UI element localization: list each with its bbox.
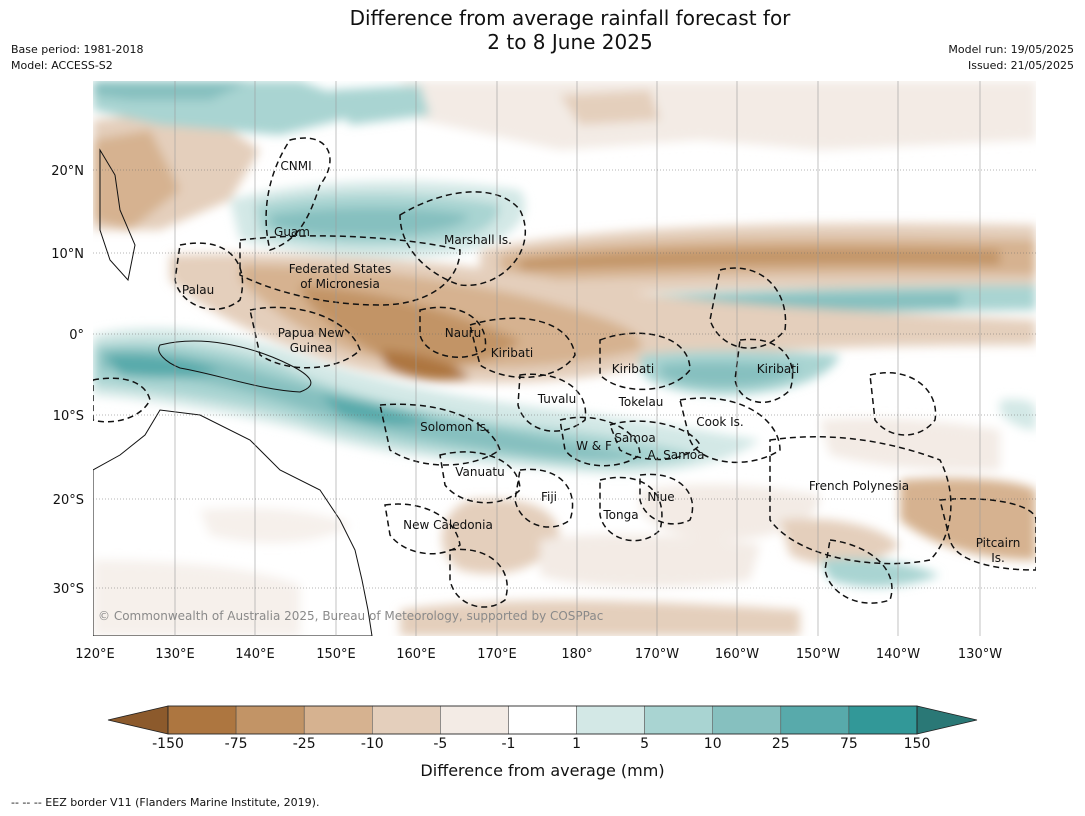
colorbar-tick-label: -1 <box>501 736 516 752</box>
colorbar-tick-label: -75 <box>224 736 248 752</box>
latitude-tick-label: 0° <box>69 328 84 343</box>
title-line-2: 2 to 8 June 2025 <box>487 30 653 54</box>
longitude-tick-label: 170°E <box>477 647 517 662</box>
base-period: Base period: 1981-2018 <box>11 43 144 56</box>
place-label: of Micronesia <box>300 277 380 291</box>
colorbar-tick-label: 75 <box>839 736 858 752</box>
map-title: Difference from average rainfall forecas… <box>0 6 1085 54</box>
place-label: Nauru <box>445 326 481 340</box>
latitude-tick-label: 10°N <box>51 247 84 262</box>
place-label: Kiribati <box>612 362 654 376</box>
philippines-coastline <box>99 148 136 282</box>
place-label: Vanuatu <box>455 465 505 479</box>
colorbar-tick-label: -25 <box>292 736 316 752</box>
colorbar-title: Difference from average (mm) <box>420 761 665 780</box>
longitude-tick-label: 130°E <box>155 647 195 662</box>
colorbar-bin <box>780 705 850 735</box>
issued-date: Issued: 21/05/2025 <box>967 59 1074 72</box>
longitude-tick-label: 180° <box>561 647 592 662</box>
colorbar-bin <box>508 705 577 735</box>
model-name: Model: ACCESS-S2 <box>11 59 113 72</box>
metadata-left: Base period: 1981-2018 Model: ACCESS-S2 <box>11 42 143 74</box>
colorbar-bin <box>576 705 645 735</box>
place-label: Cook Is. <box>696 415 743 429</box>
colorbar-tick-label: -150 <box>152 736 184 752</box>
australia-coastline <box>93 409 373 636</box>
place-label: Kiribati <box>491 346 533 360</box>
graticule <box>93 81 1036 636</box>
colorbar-tick-label: 1 <box>572 736 581 752</box>
longitude-tick-label: 120°E <box>75 647 115 662</box>
place-label: Kiribati <box>757 362 799 376</box>
colorbar-tick-label: 25 <box>771 736 790 752</box>
place-label: Pitcairn <box>976 536 1021 550</box>
latitude-tick-label: 20°N <box>51 164 84 179</box>
colorbar-min-extension <box>107 705 169 735</box>
longitude-tick-label: 160°W <box>715 647 759 662</box>
colorbar-tick-label: -10 <box>360 736 384 752</box>
metadata-right: Model run: 19/05/2025 Issued: 21/05/2025 <box>948 42 1074 74</box>
place-label: Tonga <box>602 508 638 522</box>
place-label: Solomon Is. <box>420 420 490 434</box>
latitude-tick-label: 10°S <box>53 409 84 424</box>
longitude-tick-label: 160°E <box>396 647 436 662</box>
place-label: Federated States <box>289 262 391 276</box>
latitude-tick-label: 30°S <box>53 582 84 597</box>
place-label: French Polynesia <box>809 479 909 493</box>
place-label: Fiji <box>541 490 557 504</box>
place-label: Palau <box>182 283 214 297</box>
colorbar-tick-label: 150 <box>903 736 931 752</box>
place-label: Niue <box>647 490 674 504</box>
longitude-labels: 120°E 130°E 140°E 150°E 160°E 170°E 180° 170°W 1… <box>75 647 1002 662</box>
anomaly-shading <box>93 81 1036 636</box>
colorbar-outline <box>167 705 918 735</box>
place-label: Marshall Is. <box>444 233 512 247</box>
eez-footnote: -- -- -- EEZ border V11 (Flanders Marine… <box>11 796 320 809</box>
colorbar-bin <box>372 705 441 735</box>
place-label: Tokelau <box>618 395 664 409</box>
colorbar-bin <box>440 705 509 735</box>
longitude-tick-label: 140°W <box>876 647 920 662</box>
colorbar-bin <box>167 705 237 735</box>
longitude-tick-label: 150°W <box>796 647 840 662</box>
title-line-1: Difference from average rainfall forecas… <box>349 6 791 30</box>
model-run: Model run: 19/05/2025 <box>948 43 1074 56</box>
copyright-notice: © Commonwealth of Australia 2025, Bureau… <box>98 609 604 623</box>
place-label: Papua New <box>278 326 345 340</box>
longitude-tick-label: 170°W <box>635 647 679 662</box>
place-label: New Caledonia <box>403 518 493 532</box>
place-label: CNMI <box>280 159 311 173</box>
longitude-tick-label: 130°W <box>958 647 1002 662</box>
longitude-tick-label: 140°E <box>235 647 275 662</box>
colorbar-bin <box>848 705 918 735</box>
new-guinea-coastline <box>158 340 312 393</box>
place-label: Is. <box>991 551 1005 565</box>
colorbar-bin <box>303 705 373 735</box>
place-label: W & F <box>576 439 612 453</box>
place-label: Guam <box>274 225 310 239</box>
colorbar-tick-label: 5 <box>640 736 650 752</box>
colorbar-max-extension <box>916 705 978 735</box>
latitude-labels: 20°N 10°N 0° 10°S 20°S 30°S <box>51 164 84 597</box>
colorbar-tick-label: 10 <box>703 736 722 752</box>
colorbar-bin <box>712 705 782 735</box>
place-label: Tuvalu <box>537 392 577 406</box>
colorbar-bin <box>644 705 713 735</box>
longitude-tick-label: 150°E <box>316 647 356 662</box>
place-label: A. Samoa <box>648 448 705 462</box>
colorbar-tick-label: -5 <box>433 736 448 752</box>
colorbar <box>107 705 978 735</box>
rainfall-anomaly-field <box>93 81 1036 636</box>
place-label: Guinea <box>290 341 333 355</box>
place-label: Samoa <box>614 431 655 445</box>
colorbar-bin <box>235 705 305 735</box>
latitude-tick-label: 20°S <box>53 493 84 508</box>
eez-borders <box>93 137 1036 608</box>
